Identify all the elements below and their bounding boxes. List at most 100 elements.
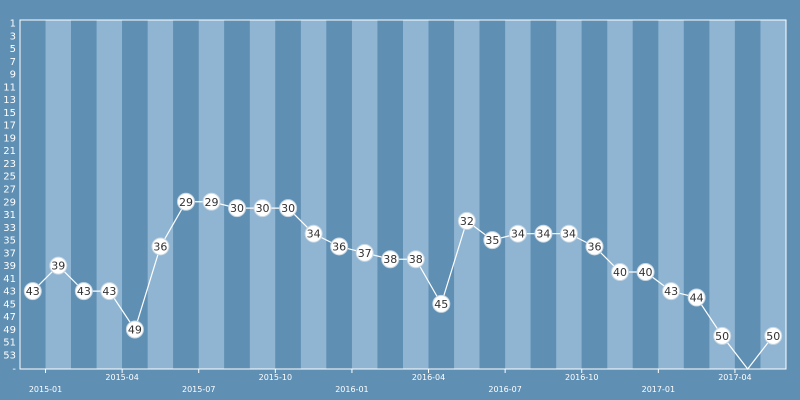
data-label: 43 bbox=[77, 285, 91, 298]
month-band-2015-04 bbox=[122, 20, 148, 369]
data-label: 34 bbox=[562, 228, 576, 241]
y-tick-label: 25 bbox=[3, 172, 16, 183]
data-label: 37 bbox=[358, 247, 372, 260]
data-point bbox=[176, 192, 195, 211]
x-tick-label: 2015-04 bbox=[105, 373, 138, 382]
data-point bbox=[636, 263, 655, 281]
data-point bbox=[457, 211, 476, 230]
y-tick-label: 13 bbox=[3, 95, 16, 106]
month-band-2015-12 bbox=[326, 20, 352, 369]
data-point bbox=[381, 250, 400, 269]
data-label: 34 bbox=[511, 228, 525, 241]
data-point bbox=[304, 224, 323, 243]
x-axis: 2015-01 2015-04 2015-07 2015-10 2016-01 2016-… bbox=[29, 369, 752, 394]
y-tick-label: 35 bbox=[3, 236, 16, 247]
month-band-2017-04 bbox=[734, 20, 761, 369]
month-band-2015-05 bbox=[147, 20, 174, 369]
month-band-2016-06 bbox=[479, 20, 506, 369]
month-band-2016-10 bbox=[581, 20, 608, 369]
data-point bbox=[585, 237, 604, 256]
month-band-2015-03 bbox=[96, 20, 123, 369]
y-tick-label: 31 bbox=[3, 210, 16, 221]
data-point bbox=[202, 192, 221, 211]
y-tick-label: 47 bbox=[3, 312, 16, 323]
data-label: 36 bbox=[588, 240, 602, 253]
data-point bbox=[406, 250, 425, 269]
y-tick-label: 19 bbox=[3, 133, 16, 144]
data-point bbox=[125, 320, 144, 339]
y-tick-label: 49 bbox=[3, 325, 16, 336]
data-point bbox=[764, 326, 783, 345]
data-label: 43 bbox=[26, 285, 40, 298]
data-point bbox=[611, 263, 630, 281]
x-tick-label: 2016-10 bbox=[565, 373, 598, 382]
month-band-2015-10 bbox=[275, 20, 301, 369]
y-tick-label: 15 bbox=[3, 108, 16, 119]
y-tick-label: 5 bbox=[10, 44, 16, 55]
x-tick-label: 2015-07 bbox=[182, 385, 215, 394]
y-tick-label: 33 bbox=[3, 223, 16, 234]
y-tick-label: 7 bbox=[10, 57, 16, 68]
month-band-2015-09 bbox=[249, 20, 276, 369]
month-band-2016-08 bbox=[530, 20, 557, 369]
x-tick-label: 2016-01 bbox=[335, 385, 368, 394]
y-axis: 1357911131517192123252729313335373941434… bbox=[3, 19, 16, 376]
month-band-2016-04 bbox=[428, 20, 455, 369]
data-label: 45 bbox=[434, 298, 448, 311]
x-tick-label: 2015-01 bbox=[29, 385, 62, 394]
y-tick-label: 11 bbox=[3, 82, 16, 93]
data-point bbox=[687, 288, 706, 307]
x-tick-label: 2015-10 bbox=[259, 373, 292, 382]
month-band-2017-03 bbox=[709, 20, 735, 369]
y-tick-label: 1 bbox=[10, 19, 16, 30]
data-label: 43 bbox=[664, 285, 678, 298]
data-point bbox=[228, 199, 247, 218]
month-band-2014-12 bbox=[20, 20, 46, 369]
plot-border bbox=[19, 19, 787, 370]
y-tick-label: 9 bbox=[10, 70, 16, 81]
data-label: 39 bbox=[51, 260, 65, 273]
data-point bbox=[253, 199, 272, 218]
data-label: 34 bbox=[536, 228, 550, 241]
month-band-2016-01 bbox=[351, 20, 378, 369]
data-point bbox=[432, 294, 451, 313]
data-label: 50 bbox=[766, 330, 780, 343]
month-band-2016-07 bbox=[505, 20, 531, 369]
y-tick-label: 17 bbox=[3, 121, 16, 132]
month-band-2017-05 bbox=[760, 20, 786, 369]
month-bands bbox=[19, 19, 787, 370]
data-point bbox=[100, 282, 119, 301]
y-tick-label: 41 bbox=[3, 274, 16, 285]
data-point bbox=[713, 326, 732, 345]
month-band-2016-03 bbox=[403, 20, 429, 369]
data-label: 30 bbox=[281, 202, 295, 215]
data-point bbox=[355, 243, 374, 262]
y-tick-label: 3 bbox=[10, 31, 16, 42]
y-tick-label: 43 bbox=[3, 287, 16, 298]
y-tick-label: 21 bbox=[3, 146, 16, 157]
y-tick-label: 23 bbox=[3, 159, 16, 170]
data-label: 34 bbox=[307, 228, 321, 241]
x-tick-label: 2016-04 bbox=[412, 373, 445, 382]
x-tick-label: 2016-07 bbox=[488, 385, 521, 394]
y-tick-label: 27 bbox=[3, 185, 16, 196]
data-point bbox=[483, 231, 502, 250]
data-label: 38 bbox=[409, 253, 423, 266]
month-band-2016-11 bbox=[607, 20, 633, 369]
y-tick-label: 29 bbox=[3, 197, 16, 208]
data-point bbox=[508, 224, 527, 243]
y-tick-label: 39 bbox=[3, 261, 16, 272]
data-label: 30 bbox=[256, 202, 270, 215]
data-label: 30 bbox=[230, 202, 244, 215]
month-band-2015-08 bbox=[224, 20, 250, 369]
month-band-2016-12 bbox=[632, 20, 659, 369]
data-label: 38 bbox=[383, 253, 397, 266]
y-tick-label: 37 bbox=[3, 248, 16, 259]
data-label: 43 bbox=[102, 285, 116, 298]
y-tick-label: 53 bbox=[3, 351, 16, 362]
data-label: 32 bbox=[460, 215, 474, 228]
data-label: 35 bbox=[485, 234, 499, 247]
data-point bbox=[662, 282, 681, 301]
data-label: 50 bbox=[715, 330, 729, 343]
